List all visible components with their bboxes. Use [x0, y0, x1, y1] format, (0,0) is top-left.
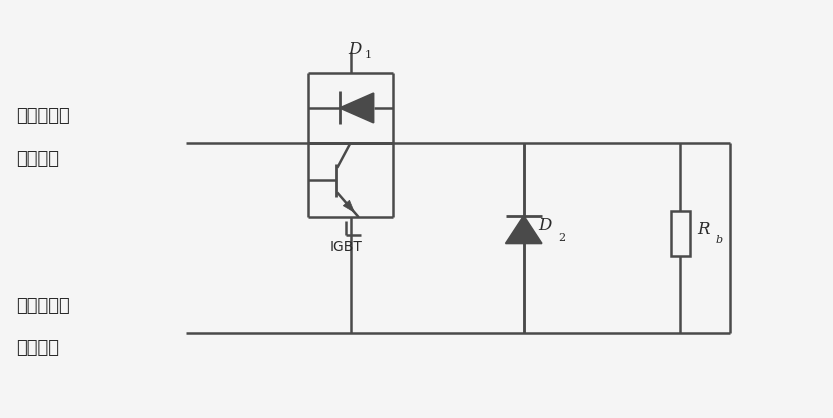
Text: 1: 1	[365, 50, 372, 60]
Bar	[671, 211, 690, 256]
Polygon shape	[506, 216, 542, 243]
Text: D: D	[539, 217, 552, 234]
Text: 接直流母线: 接直流母线	[17, 297, 70, 315]
Text: 电压负极: 电压负极	[17, 339, 59, 357]
Text: 接直流母线: 接直流母线	[17, 107, 70, 125]
Text: R: R	[697, 221, 710, 238]
Polygon shape	[340, 93, 374, 123]
Text: 2: 2	[558, 233, 566, 243]
Text: IGBT: IGBT	[330, 240, 363, 254]
Text: D: D	[348, 41, 362, 58]
Text: 电压正极: 电压正极	[17, 150, 59, 168]
Text: b: b	[715, 235, 722, 245]
Polygon shape	[343, 200, 355, 212]
